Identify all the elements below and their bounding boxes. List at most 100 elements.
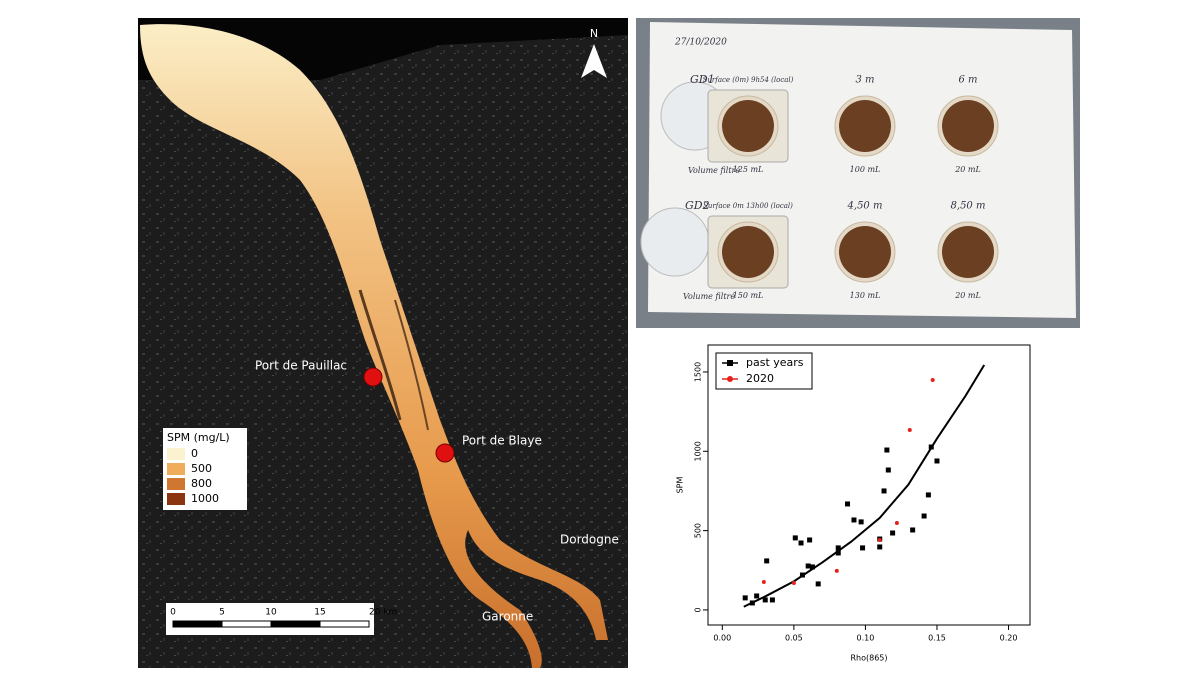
scale-segment	[319, 620, 370, 628]
x-tick-label: 0.10	[857, 634, 875, 643]
depth-label: 8,50 m	[951, 201, 986, 212]
filter-sample	[722, 100, 774, 152]
point	[742, 595, 748, 601]
volume-note: Volume filtré	[688, 166, 740, 175]
point	[762, 597, 768, 603]
chart: 0.00 0.05 0.10 0.15 0.20 0 500 1000 1500 Rho(865)…	[676, 330, 1031, 668]
legend-marker	[727, 360, 733, 366]
volume-label: 100 mL	[850, 165, 881, 174]
filter-sample	[839, 226, 891, 278]
point	[761, 580, 766, 585]
place-label: Port de Pauillac	[255, 359, 347, 373]
x-tick-label: 0.20	[1000, 634, 1018, 643]
legend-marker	[727, 376, 733, 382]
photo-date: 27/10/2020	[674, 38, 727, 48]
depth-label: Surface 0m 13h00 (local)	[703, 202, 793, 210]
point	[890, 530, 896, 536]
point	[885, 467, 891, 473]
point	[877, 537, 882, 542]
x-axis-label: Rho(865)	[850, 654, 887, 663]
point	[921, 513, 927, 519]
scale-label: 20 km	[369, 608, 397, 618]
point	[791, 580, 796, 585]
plot-frame	[707, 344, 1031, 626]
y-tick-label: 500	[694, 523, 703, 538]
scale-box	[166, 603, 374, 635]
north-label: N	[590, 27, 598, 40]
legend-swatch	[167, 493, 185, 505]
island	[358, 289, 402, 421]
legend-label: 800	[191, 477, 212, 490]
legend-swatch	[167, 478, 185, 490]
volume-note: Volume filtré	[683, 292, 735, 301]
point	[792, 535, 798, 541]
map: Port de Pauillac Port de Blaye Dordogne …	[138, 18, 628, 668]
empty-dish	[640, 207, 710, 277]
scale-segment	[221, 620, 272, 628]
place-label: Garonne	[482, 610, 533, 624]
legend-label: 500	[191, 462, 212, 475]
port-marker	[363, 367, 383, 387]
filter-sample	[942, 226, 994, 278]
x-tick-label: 0.00	[713, 634, 731, 643]
map-legend: SPM (mg/L) 0 500 800 1000	[163, 428, 247, 510]
point	[928, 444, 934, 450]
depth-label: 4,50 m	[847, 201, 883, 212]
filter-sample	[722, 226, 774, 278]
x-tick-label: 0.15	[928, 634, 946, 643]
point	[798, 540, 804, 546]
station-label: GD2	[685, 199, 710, 212]
scale-bar: 0 5 10 15 20 km	[166, 603, 397, 635]
station-label: GD1	[690, 73, 715, 86]
point	[764, 558, 770, 564]
point	[749, 600, 755, 606]
point	[860, 545, 866, 551]
point	[858, 519, 864, 525]
y-tick-label: 1500	[694, 362, 703, 382]
point	[754, 593, 760, 599]
point	[815, 581, 821, 587]
depth-label: Surface (0m) 9h54 (local)	[703, 76, 794, 84]
volume-label: 20 mL	[954, 165, 981, 174]
legend-label: 2020	[746, 372, 774, 385]
volume-label: 20 mL	[954, 291, 981, 300]
photo: 27/10/2020 GD1 Volume filtré Surface (0m) …	[636, 18, 1080, 328]
point	[835, 550, 841, 556]
point	[930, 378, 935, 383]
legend-title: SPM (mg/L)	[167, 431, 230, 444]
point	[799, 572, 805, 578]
port-marker	[435, 443, 455, 463]
point	[877, 544, 883, 550]
point	[881, 488, 887, 494]
scale-label: 5	[219, 608, 225, 618]
estuary	[140, 24, 608, 668]
depth-label: 6 m	[958, 75, 977, 86]
legend-label: 1000	[191, 492, 219, 505]
point	[851, 517, 857, 523]
filter-sample	[839, 100, 891, 152]
point	[809, 564, 815, 570]
fit-curve	[743, 364, 986, 608]
point	[934, 458, 940, 464]
place-label: Dordogne	[560, 533, 619, 547]
point	[910, 527, 916, 533]
point	[807, 537, 813, 543]
legend-label: 0	[191, 447, 198, 460]
point	[884, 447, 890, 453]
y-axis-label: SPM	[676, 477, 685, 494]
point	[845, 501, 851, 507]
filter-sample	[942, 100, 994, 152]
legend-swatch	[167, 463, 185, 475]
legend-box	[715, 352, 813, 390]
legend-label: past years	[746, 356, 804, 369]
point	[805, 563, 811, 569]
volume-label: 130 mL	[850, 291, 881, 300]
scale-label: 0	[170, 608, 176, 618]
x-tick-label: 0.05	[785, 634, 803, 643]
legend-swatch	[167, 448, 185, 460]
scale-label: 10	[265, 608, 277, 618]
place-label: Port de Blaye	[462, 434, 542, 448]
point	[834, 568, 839, 573]
north-arrow	[581, 44, 607, 78]
